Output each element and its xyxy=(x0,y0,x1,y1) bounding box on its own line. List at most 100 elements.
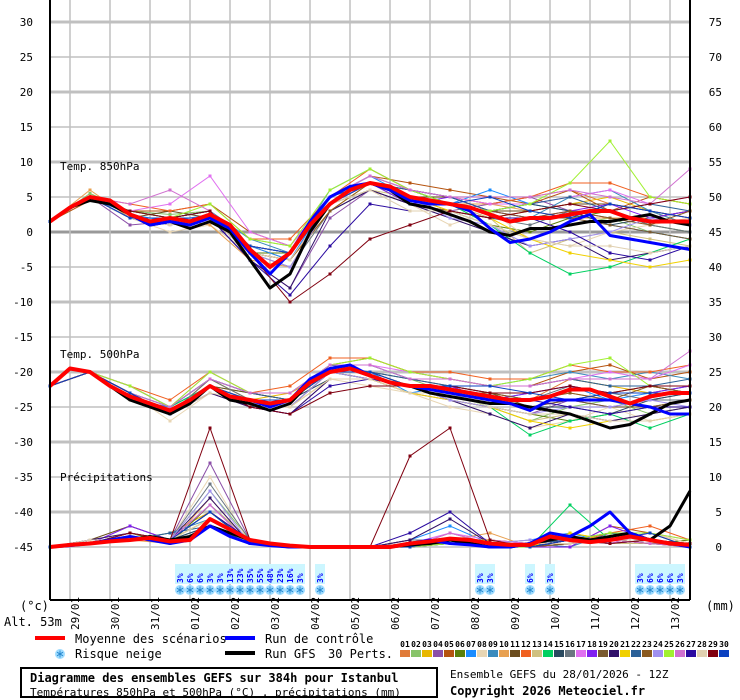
snow-risk-percent: 3% xyxy=(676,573,685,583)
y-right-tick-label: 45 xyxy=(709,226,722,239)
pert-legend-number: 23 xyxy=(642,640,652,649)
pert-legend-swatch xyxy=(510,650,520,657)
snowflake-icon xyxy=(55,649,65,659)
pert-26-t850-point xyxy=(128,202,132,206)
pert-28-t500-point xyxy=(368,377,372,381)
y-right-tick-label: 70 xyxy=(709,51,722,64)
snowflake-glyph xyxy=(656,586,664,594)
pert-30-precip-point xyxy=(408,545,412,549)
pert-29-t850-point xyxy=(288,300,292,304)
pert-legend-number: 21 xyxy=(620,640,630,649)
panel-label-t850: Temp. 850hPa xyxy=(60,160,139,173)
pert-14-t500-point xyxy=(648,426,652,430)
pert-28-t500-point xyxy=(288,405,292,409)
copyright: Copyright 2026 Meteociel.fr xyxy=(450,684,646,698)
pert-28-precip-point xyxy=(88,538,92,542)
snow-risk-band xyxy=(235,564,245,584)
pert-25-t500-point xyxy=(208,370,212,374)
pert-legend-number: 22 xyxy=(631,640,641,649)
y-right-tick-label: 35 xyxy=(709,296,722,309)
pert-05-t850-point xyxy=(408,181,412,185)
snowflake-glyph xyxy=(296,586,304,594)
snowflake-glyph xyxy=(646,586,654,594)
x-tick-label: 01/02 xyxy=(189,597,202,630)
pert-29-precip-point xyxy=(488,538,492,542)
snow-risk-percent: 23% xyxy=(276,568,285,583)
pert-25-t850-point xyxy=(488,209,492,213)
x-tick-label: 08/02 xyxy=(469,597,482,630)
pert-27-t500-point xyxy=(568,405,572,409)
pert-legend-swatch xyxy=(620,650,630,657)
pert-07-precip-point xyxy=(448,524,452,528)
snow-risk-percent: 6% xyxy=(666,573,675,583)
pert-legend-swatch xyxy=(532,650,542,657)
snowflake-glyph xyxy=(206,586,214,594)
pert-17-t850-point xyxy=(488,202,492,206)
pert-25-t850-point xyxy=(248,237,252,241)
pert-25-t850-point xyxy=(328,188,332,192)
pert-legend-swatch xyxy=(631,650,641,657)
pert-legend-swatch xyxy=(499,650,509,657)
snowflake-glyph xyxy=(266,586,274,594)
pert-legend-swatch xyxy=(466,650,476,657)
snow-risk-band xyxy=(275,564,285,584)
snow-risk-band xyxy=(485,564,495,584)
pert-legend-swatch xyxy=(598,650,608,657)
snow-risk-band xyxy=(245,564,255,584)
pert-legend-number: 05 xyxy=(444,640,454,649)
pert-17-t850-point xyxy=(608,188,612,192)
snowflake-glyph xyxy=(486,586,494,594)
pert-20-t500-point xyxy=(488,412,492,416)
pert-18-precip-point xyxy=(608,524,612,528)
pert-25-t850-point xyxy=(608,139,612,143)
pert-28-t850-point xyxy=(488,223,492,227)
pert-legend-swatch xyxy=(543,650,553,657)
snowflake-glyph xyxy=(216,586,224,594)
pert-27-t850-point xyxy=(288,293,292,297)
snow-risk-percent: 6% xyxy=(646,573,655,583)
pert-10-t850-line xyxy=(49,182,691,268)
snow-risk-percent: 3% xyxy=(636,573,645,583)
unit-right: (mm) xyxy=(706,599,735,613)
pert-26-t500-point xyxy=(608,377,612,381)
pert-24-t850-point xyxy=(648,216,652,220)
pert-28-t500-point xyxy=(608,419,612,423)
pert-30-t850-point xyxy=(248,244,252,248)
pert-legend-swatch xyxy=(653,650,663,657)
pert-30-t850-point xyxy=(488,195,492,199)
x-axis-ticks: 29/01 30/01 31/01 01/02 02/02 03/02 04/02 05/02… xyxy=(69,597,682,630)
y-left-tick-label: -30 xyxy=(13,436,33,449)
pert-28-t500-point xyxy=(528,412,532,416)
pert-29-t850-point xyxy=(488,216,492,220)
y-right-tick-label: 15 xyxy=(709,436,722,449)
main-lines xyxy=(48,181,692,549)
y-right-tick-label: 20 xyxy=(709,401,722,414)
x-tick-label: 31/01 xyxy=(149,597,162,630)
y-right-tick-label: 55 xyxy=(709,156,722,169)
pert-26-t850-point xyxy=(408,188,412,192)
pert-20-precip-point xyxy=(408,538,412,542)
pert-legend-number: 01 xyxy=(400,640,410,649)
snowflake-glyph xyxy=(186,586,194,594)
pert-08-t500-point xyxy=(168,419,172,423)
y-left-tick-label: -25 xyxy=(13,401,33,414)
pert-26-t500-point xyxy=(648,377,652,381)
chart-title-box: Diagramme des ensembles GEFS sur 384h po… xyxy=(20,667,438,699)
pert-14-t500-point xyxy=(528,433,532,437)
pert-27-t850-point xyxy=(568,230,572,234)
pert-18-precip-point xyxy=(568,545,572,549)
pert-30-t500-point xyxy=(488,384,492,388)
pert-legend-number: 04 xyxy=(433,640,443,649)
pert-24-t850-point xyxy=(448,216,452,220)
snow-risk-band xyxy=(255,564,265,584)
snow-risk-band xyxy=(635,564,645,584)
snowflake-glyph xyxy=(666,586,674,594)
pert-12-t500-point xyxy=(448,370,452,374)
pert-17-t850-point xyxy=(208,174,212,178)
y-left-tick-label: -20 xyxy=(13,366,33,379)
pert-23-t500-point xyxy=(568,391,572,395)
pert-12-t500-point xyxy=(288,384,292,388)
snow-risk-percent: 6% xyxy=(196,573,205,583)
pert-26-t500-point xyxy=(368,363,372,367)
pert-17-t850-point xyxy=(248,230,252,234)
